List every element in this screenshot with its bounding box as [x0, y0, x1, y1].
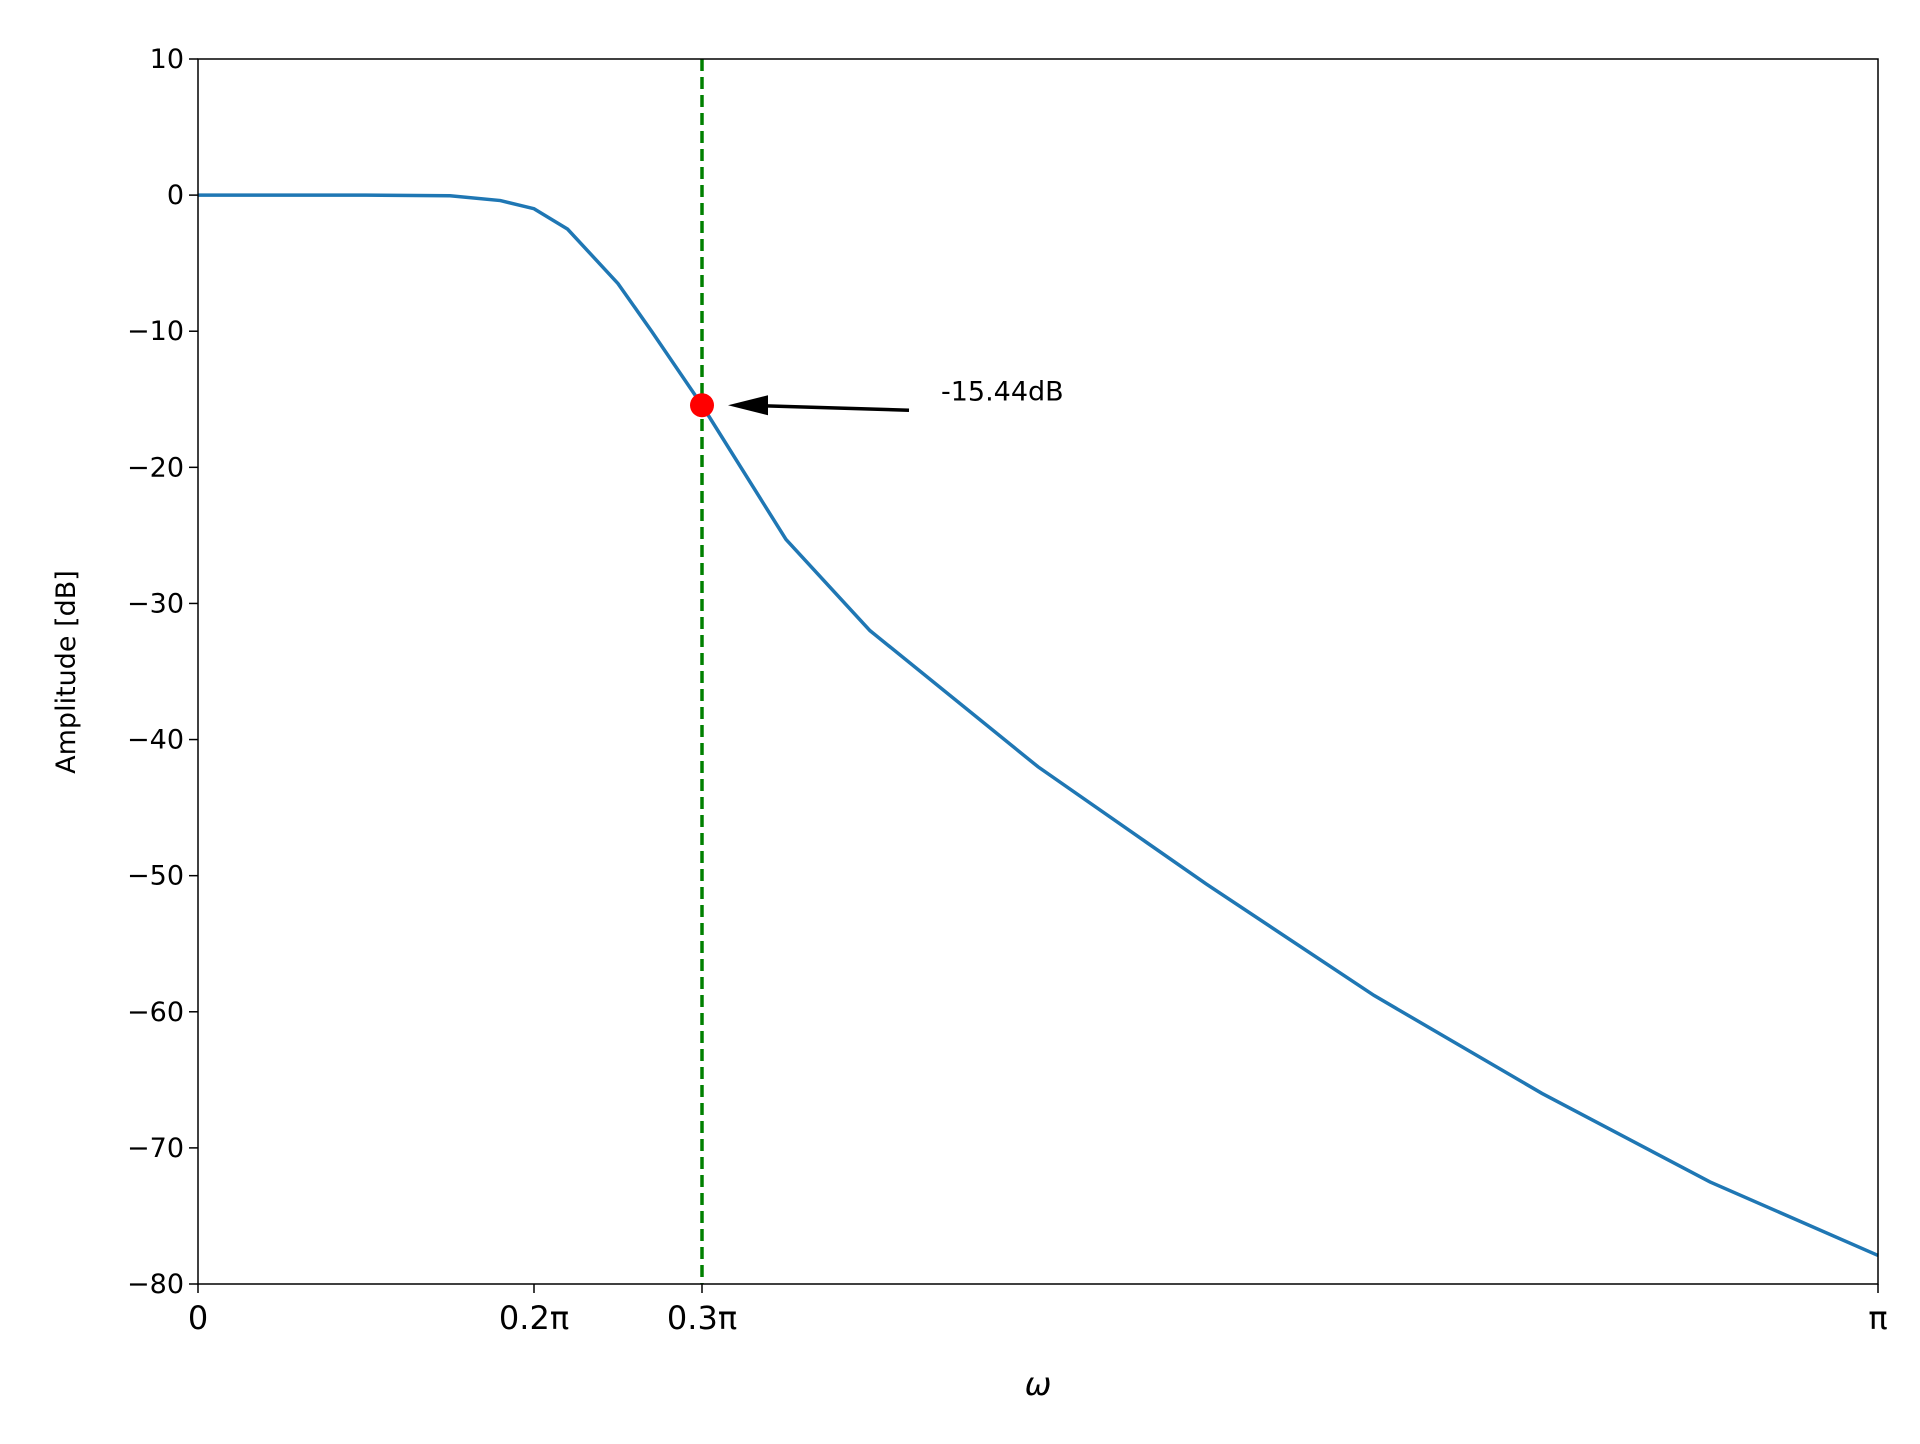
y-tick-label: −60: [127, 997, 184, 1028]
x-tick-label: 0.2π: [499, 1299, 569, 1337]
x-axis-label: ω: [1025, 1365, 1052, 1403]
y-tick-label: −50: [127, 861, 184, 892]
x-tick-label: π: [1868, 1299, 1887, 1337]
x-tick-label: 0.3π: [667, 1299, 737, 1337]
plot-frame: [197, 58, 1879, 1285]
x-tick-label: 0: [188, 1299, 208, 1337]
y-tick-label: −80: [127, 1269, 184, 1300]
arrow-shaft: [747, 403, 910, 413]
y-tick-label: −10: [127, 316, 184, 347]
y-tick-label: −30: [127, 588, 184, 619]
y-tick-label: 0: [167, 180, 184, 211]
line-series: [198, 193, 1879, 1258]
y-tick-label: −40: [127, 725, 184, 756]
y-tick-label: −20: [127, 452, 184, 483]
y-tick-label: −70: [127, 1133, 184, 1164]
y-tick-label: 10: [150, 44, 184, 75]
arrow-head: [728, 395, 768, 416]
y-axis-label: Amplitude [dB]: [51, 570, 82, 774]
annotation-label: -15.44dB: [941, 376, 1064, 407]
highlight-point: [690, 393, 714, 418]
